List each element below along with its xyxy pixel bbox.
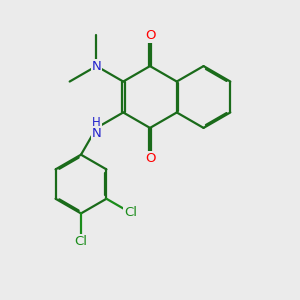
- Text: N: N: [92, 127, 101, 140]
- Text: O: O: [145, 152, 155, 165]
- Text: Cl: Cl: [124, 206, 137, 219]
- Text: N: N: [92, 60, 101, 73]
- Text: H: H: [92, 116, 101, 129]
- Text: O: O: [145, 29, 155, 42]
- Text: Cl: Cl: [74, 235, 88, 248]
